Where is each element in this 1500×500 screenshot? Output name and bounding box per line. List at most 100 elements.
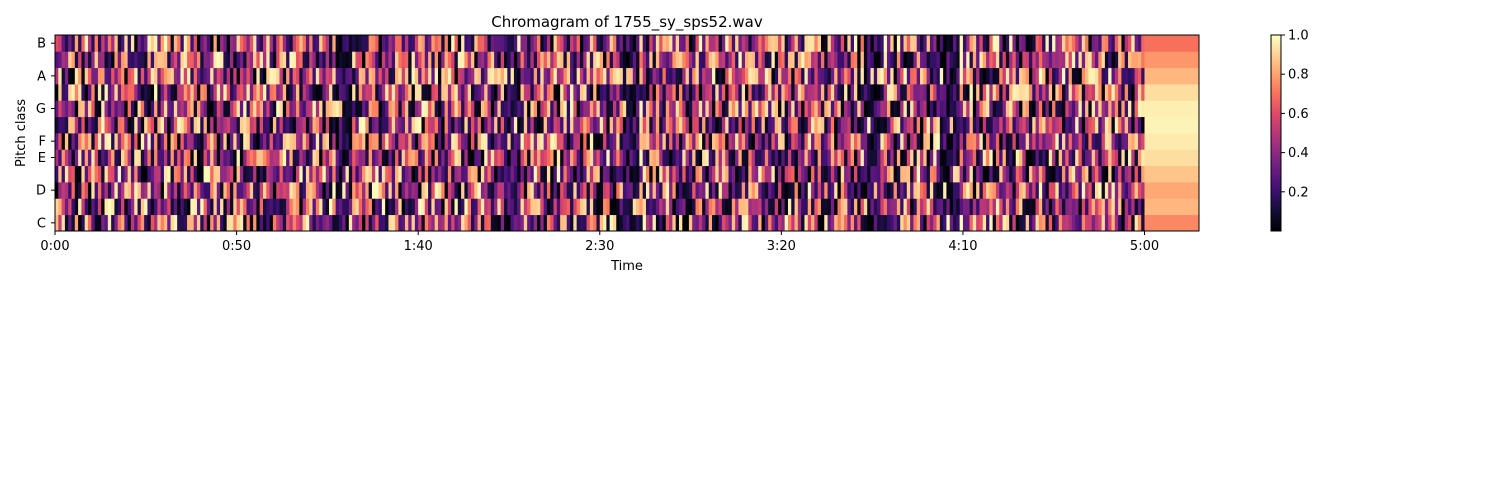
heatmap-cell xyxy=(642,182,647,199)
heatmap-cell xyxy=(781,165,786,183)
heatmap-cell xyxy=(953,84,957,101)
heatmap-cell xyxy=(345,35,350,52)
heatmap-cell xyxy=(507,198,512,216)
heatmap-cell xyxy=(107,116,112,134)
heatmap-cell xyxy=(338,84,343,101)
heatmap-cell xyxy=(662,198,667,216)
heatmap-cell xyxy=(820,84,825,101)
heatmap-cell xyxy=(883,133,888,150)
heatmap-cell xyxy=(1009,51,1013,69)
heatmap-cell xyxy=(649,67,653,85)
heatmap-cell xyxy=(272,51,277,69)
heatmap-cell xyxy=(381,84,386,101)
heatmap-cell xyxy=(546,182,551,199)
heatmap-cell xyxy=(622,133,627,150)
heatmap-cell xyxy=(784,51,789,69)
heatmap-cell xyxy=(1005,51,1010,69)
heatmap-cell xyxy=(662,165,667,183)
heatmap-cell xyxy=(662,214,667,232)
heatmap-cell xyxy=(583,84,587,101)
heatmap-cell xyxy=(454,84,459,101)
heatmap-cell xyxy=(1085,182,1089,199)
heatmap-cell xyxy=(88,133,92,150)
heatmap-cell xyxy=(480,84,485,101)
heatmap-cell xyxy=(510,116,515,134)
heatmap-cell xyxy=(926,84,931,101)
heatmap-cell xyxy=(622,84,627,101)
heatmap-cell xyxy=(104,67,109,85)
heatmap-cell xyxy=(1078,182,1083,199)
heatmap-cell xyxy=(71,84,76,101)
heatmap-cell xyxy=(880,149,885,167)
colorbar-segment xyxy=(1271,69,1281,72)
heatmap-cell xyxy=(150,198,155,216)
heatmap-cell xyxy=(920,116,924,134)
heatmap-cell xyxy=(81,51,86,69)
heatmap-cell xyxy=(913,116,918,134)
heatmap-cell xyxy=(662,84,667,101)
heatmap-cell xyxy=(504,116,508,134)
heatmap-cell xyxy=(540,214,545,232)
heatmap-cell xyxy=(160,182,165,199)
heatmap-cell xyxy=(121,133,125,150)
heatmap-cell xyxy=(1032,100,1036,118)
heatmap-cell xyxy=(992,182,997,199)
heatmap-cell xyxy=(1012,51,1017,69)
heatmap-cell xyxy=(490,214,495,232)
heatmap-cell xyxy=(837,100,842,118)
heatmap-cell xyxy=(510,182,515,199)
heatmap-cell xyxy=(263,182,267,199)
heatmap-trailing-cell xyxy=(1144,84,1199,101)
colorbar-segment xyxy=(1271,115,1281,118)
heatmap-cell xyxy=(933,67,937,85)
heatmap-cell xyxy=(560,133,564,150)
colorbar-segment xyxy=(1271,97,1281,100)
heatmap-cell xyxy=(1085,35,1089,52)
heatmap-cell xyxy=(550,149,554,167)
heatmap-cell xyxy=(292,149,297,167)
heatmap-cell xyxy=(900,198,904,216)
heatmap-cell xyxy=(362,182,366,199)
heatmap-cell xyxy=(74,100,79,118)
heatmap-cell xyxy=(88,165,92,183)
heatmap-cell xyxy=(636,198,640,216)
heatmap-cell xyxy=(362,165,366,183)
heatmap-cell xyxy=(507,182,512,199)
heatmap-cell xyxy=(953,100,957,118)
heatmap-cell xyxy=(289,84,294,101)
colorbar-segment xyxy=(1271,49,1281,52)
heatmap-cell xyxy=(863,67,868,85)
heatmap-cell xyxy=(256,51,261,69)
heatmap-cell xyxy=(953,116,957,134)
heatmap-cell xyxy=(64,182,69,199)
heatmap-cell xyxy=(1081,84,1086,101)
heatmap-cell xyxy=(309,198,313,216)
heatmap-cell xyxy=(774,84,779,101)
heatmap-cell xyxy=(761,67,766,85)
heatmap-cell xyxy=(1111,35,1116,52)
heatmap-cell xyxy=(655,51,660,69)
colorbar-segment xyxy=(1271,181,1281,184)
heatmap-cell xyxy=(414,214,419,232)
heatmap-cell xyxy=(276,84,280,101)
heatmap-cell xyxy=(662,133,667,150)
heatmap-cell xyxy=(180,100,185,118)
heatmap-cell xyxy=(679,214,683,232)
heatmap-cell xyxy=(78,133,82,150)
heatmap-cell xyxy=(1104,116,1109,134)
heatmap-cell xyxy=(751,84,756,101)
heatmap-cell xyxy=(302,35,307,52)
heatmap-cell xyxy=(348,100,353,118)
heatmap-cell xyxy=(695,133,700,150)
heatmap-cell xyxy=(589,214,594,232)
heatmap-cell xyxy=(794,133,799,150)
heatmap-cell xyxy=(533,198,538,216)
heatmap-cell xyxy=(355,182,360,199)
heatmap-cell xyxy=(517,133,521,150)
heatmap-cell xyxy=(335,182,340,199)
heatmap-cell xyxy=(61,67,66,85)
heatmap-cell xyxy=(94,35,99,52)
heatmap-cell xyxy=(332,67,337,85)
heatmap-cell xyxy=(332,116,337,134)
heatmap-cell xyxy=(999,165,1003,183)
